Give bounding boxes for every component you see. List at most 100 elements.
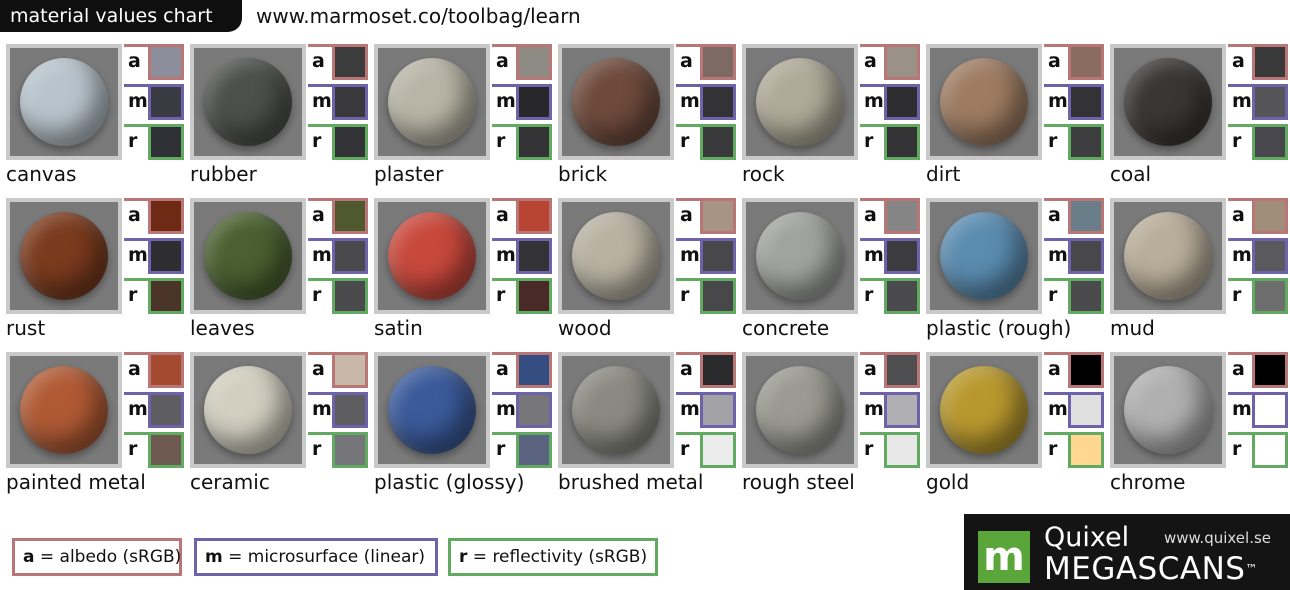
material-name: canvas (6, 162, 77, 186)
property-r: r (860, 278, 926, 314)
property-letter: a (496, 204, 509, 226)
property-a: a (492, 44, 558, 80)
material-name: leaves (190, 316, 255, 340)
material-preview (746, 356, 854, 464)
material-sphere (388, 212, 476, 300)
property-m: m (860, 238, 926, 274)
legend-reflectivity-key: r (459, 547, 468, 567)
property-swatch (516, 44, 552, 80)
material-cell: plastic (glossy) a m r (374, 352, 558, 502)
property-swatch (1068, 124, 1104, 160)
material-cell: chrome a m r (1110, 352, 1290, 502)
property-r: r (860, 432, 926, 468)
property-swatch (700, 352, 736, 388)
property-letter: m (1048, 90, 1068, 112)
material-preview-frame (190, 44, 306, 160)
material-cell: wood a m r (558, 198, 742, 348)
material-cell: brick a m r (558, 44, 742, 194)
property-swatch (1068, 198, 1104, 234)
material-sphere (388, 366, 476, 454)
property-m: m (1228, 238, 1290, 274)
material-sphere (572, 366, 660, 454)
material-preview (10, 202, 118, 310)
property-m: m (492, 84, 558, 120)
property-a: a (492, 352, 558, 388)
property-m: m (676, 238, 742, 274)
material-preview (378, 356, 486, 464)
property-m: m (1228, 84, 1290, 120)
property-letter: r (864, 130, 874, 152)
property-r: r (1228, 124, 1290, 160)
property-r: r (676, 432, 742, 468)
material-sphere (204, 366, 292, 454)
property-letter: r (1048, 284, 1058, 306)
property-divider (1044, 44, 1068, 47)
property-letter: m (1232, 244, 1252, 266)
property-letter: m (864, 398, 884, 420)
property-swatch (700, 84, 736, 120)
property-divider (492, 278, 516, 281)
property-letter: m (496, 244, 516, 266)
property-divider (492, 84, 516, 87)
property-letter: r (864, 438, 874, 460)
property-letter: m (864, 90, 884, 112)
quixel-megascans-logo: m Quixel www.quixel.se MEGASCANS™ (964, 514, 1290, 590)
material-sphere (20, 58, 108, 146)
property-divider (860, 44, 884, 47)
property-letter: a (1048, 358, 1061, 380)
property-swatch (148, 44, 184, 80)
property-swatch (516, 432, 552, 468)
material-name: concrete (742, 316, 830, 340)
material-preview (194, 48, 302, 156)
material-preview-frame (926, 44, 1042, 160)
property-swatch (700, 124, 736, 160)
property-divider (124, 238, 148, 241)
property-divider (1228, 432, 1252, 435)
property-swatch (1252, 124, 1288, 160)
property-divider (676, 84, 700, 87)
property-m: m (124, 238, 190, 274)
material-cell: brushed metal a m r (558, 352, 742, 502)
material-name: brick (558, 162, 608, 186)
property-swatch (1252, 198, 1288, 234)
property-letter: r (1048, 130, 1058, 152)
property-swatch (148, 238, 184, 274)
property-swatch (1068, 352, 1104, 388)
property-letter: m (496, 90, 516, 112)
property-m: m (308, 238, 374, 274)
property-letter: r (680, 130, 690, 152)
property-m: m (676, 392, 742, 428)
property-swatch (332, 198, 368, 234)
property-m: m (492, 238, 558, 274)
property-swatch (332, 238, 368, 274)
logo-brand: Quixel (1044, 522, 1130, 553)
property-r: r (124, 278, 190, 314)
material-preview (1114, 356, 1222, 464)
property-divider (1044, 432, 1068, 435)
property-r: r (1044, 432, 1110, 468)
property-a: a (1044, 198, 1110, 234)
legend-reflectivity: r = reflectivity (sRGB) (448, 538, 658, 576)
material-name: rubber (190, 162, 257, 186)
property-swatch (148, 84, 184, 120)
property-letter: m (312, 90, 332, 112)
property-swatch (1252, 432, 1288, 468)
material-sphere (1124, 58, 1212, 146)
property-divider (1044, 124, 1068, 127)
property-m: m (676, 84, 742, 120)
material-cell: rough steel a m r (742, 352, 926, 502)
property-swatch (148, 198, 184, 234)
material-name: plaster (374, 162, 444, 186)
property-letter: a (496, 50, 509, 72)
material-preview (930, 48, 1038, 156)
property-a: a (860, 352, 926, 388)
property-swatch (1068, 278, 1104, 314)
property-divider (676, 392, 700, 395)
material-preview-frame (374, 352, 490, 468)
material-preview-frame (6, 352, 122, 468)
property-divider (124, 84, 148, 87)
property-divider (1228, 84, 1252, 87)
property-swatch (332, 278, 368, 314)
property-letter: a (312, 358, 325, 380)
material-name: wood (558, 316, 612, 340)
